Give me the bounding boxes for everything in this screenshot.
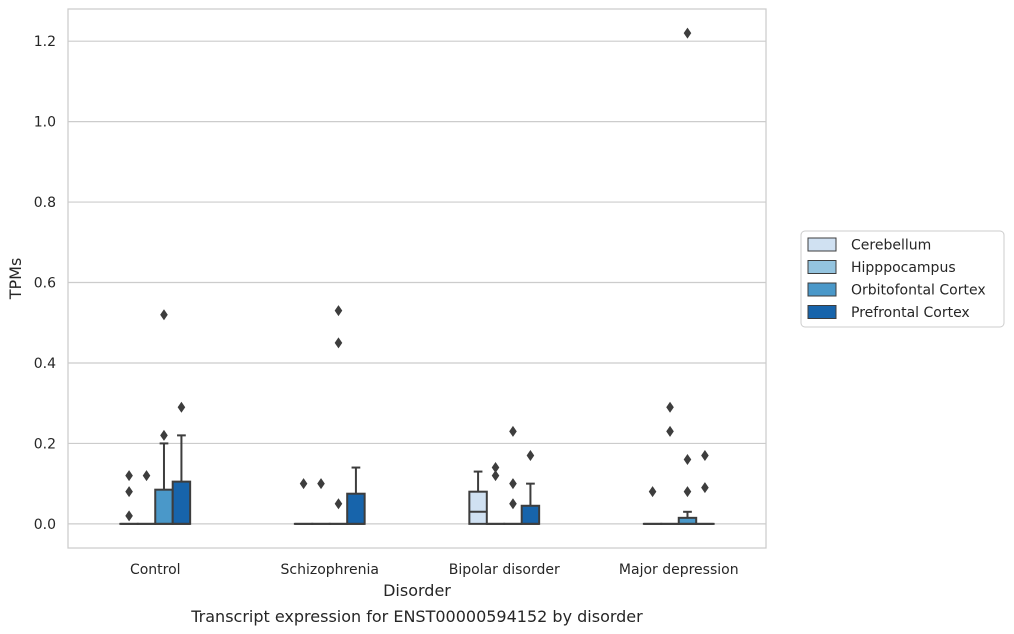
boxes-layer xyxy=(119,434,715,525)
outlier-point xyxy=(177,401,186,413)
x-tick-label: Schizophrenia xyxy=(281,562,379,578)
y-tick-label: 1.2 xyxy=(34,34,56,50)
outlier-point xyxy=(683,454,692,466)
box-body xyxy=(346,492,366,525)
box-prefrontal-cortex xyxy=(520,482,541,525)
box-body xyxy=(154,488,174,525)
outlier-point xyxy=(491,470,500,482)
y-tick-label: 0.2 xyxy=(34,436,56,452)
outlier-point xyxy=(299,478,308,490)
outlier-point xyxy=(160,309,168,321)
box-orbitofontal-cortex xyxy=(154,442,174,525)
chart-caption: Transcript expression for ENST0000059415… xyxy=(190,607,643,626)
legend-swatch xyxy=(807,305,837,319)
outlier-point xyxy=(666,425,674,437)
legend-swatch xyxy=(807,282,837,297)
legend-frame xyxy=(800,230,1005,328)
plot-frame xyxy=(67,8,767,549)
box-cerebellum xyxy=(468,470,488,525)
outlier-point xyxy=(160,429,168,441)
x-tick-label: Major depression xyxy=(619,562,739,578)
legend-label: Cerebellum xyxy=(851,238,931,254)
outlier-point xyxy=(317,478,325,490)
outlier-point xyxy=(526,449,535,461)
y-tick-label: 1.0 xyxy=(34,115,56,131)
outlier-point xyxy=(142,470,151,482)
outlier-point xyxy=(683,486,692,498)
outlier-point xyxy=(509,498,517,510)
outlier-point xyxy=(334,305,343,317)
box-prefrontal-cortex xyxy=(171,434,192,525)
grid-lines xyxy=(68,40,766,525)
y-tick-label: 0.6 xyxy=(34,276,56,292)
y-tick-label: 0.4 xyxy=(34,356,56,372)
x-axis-label: Disorder xyxy=(383,581,451,600)
y-axis-label: TPMs xyxy=(6,258,25,301)
outlier-point xyxy=(491,462,500,474)
x-tick-labels: Control Schizophrenia Bipolar disorder Majo… xyxy=(130,562,739,578)
box-body xyxy=(520,504,541,525)
x-tick-label: Control xyxy=(130,562,181,578)
outlier-point xyxy=(509,478,517,490)
outlier-point xyxy=(125,486,133,498)
y-tick-label: 0.8 xyxy=(34,195,56,211)
legend-swatch xyxy=(807,237,837,252)
outlier-point xyxy=(666,401,674,413)
outlier-point xyxy=(648,486,657,498)
outlier-point xyxy=(334,498,343,510)
outlier-point xyxy=(334,337,343,349)
box-body xyxy=(171,480,192,525)
x-tick-label: Bipolar disorder xyxy=(449,562,560,578)
box-body xyxy=(468,490,488,525)
outlier-point xyxy=(683,27,692,39)
outlier-point xyxy=(125,510,133,522)
outlier-point xyxy=(125,470,133,482)
legend: Cerebellum Hipppocampus Orbitofontal Corte… xyxy=(800,230,1005,328)
outlier-point xyxy=(509,425,517,437)
box-orbitofontal-cortex xyxy=(677,510,698,525)
outlier-point xyxy=(701,449,709,461)
y-tick-label: 0.0 xyxy=(34,517,56,533)
y-tick-labels: 0.0 0.2 0.4 0.6 0.8 1.0 1.2 xyxy=(34,34,56,533)
outlier-point xyxy=(701,482,709,494)
legend-label: Hipppocampus xyxy=(851,260,956,276)
box-prefrontal-cortex xyxy=(346,466,366,525)
fliers-layer xyxy=(125,27,709,522)
legend-label: Orbitofontal Cortex xyxy=(851,283,986,299)
legend-label: Prefrontal Cortex xyxy=(851,305,970,321)
legend-swatch xyxy=(807,260,837,274)
